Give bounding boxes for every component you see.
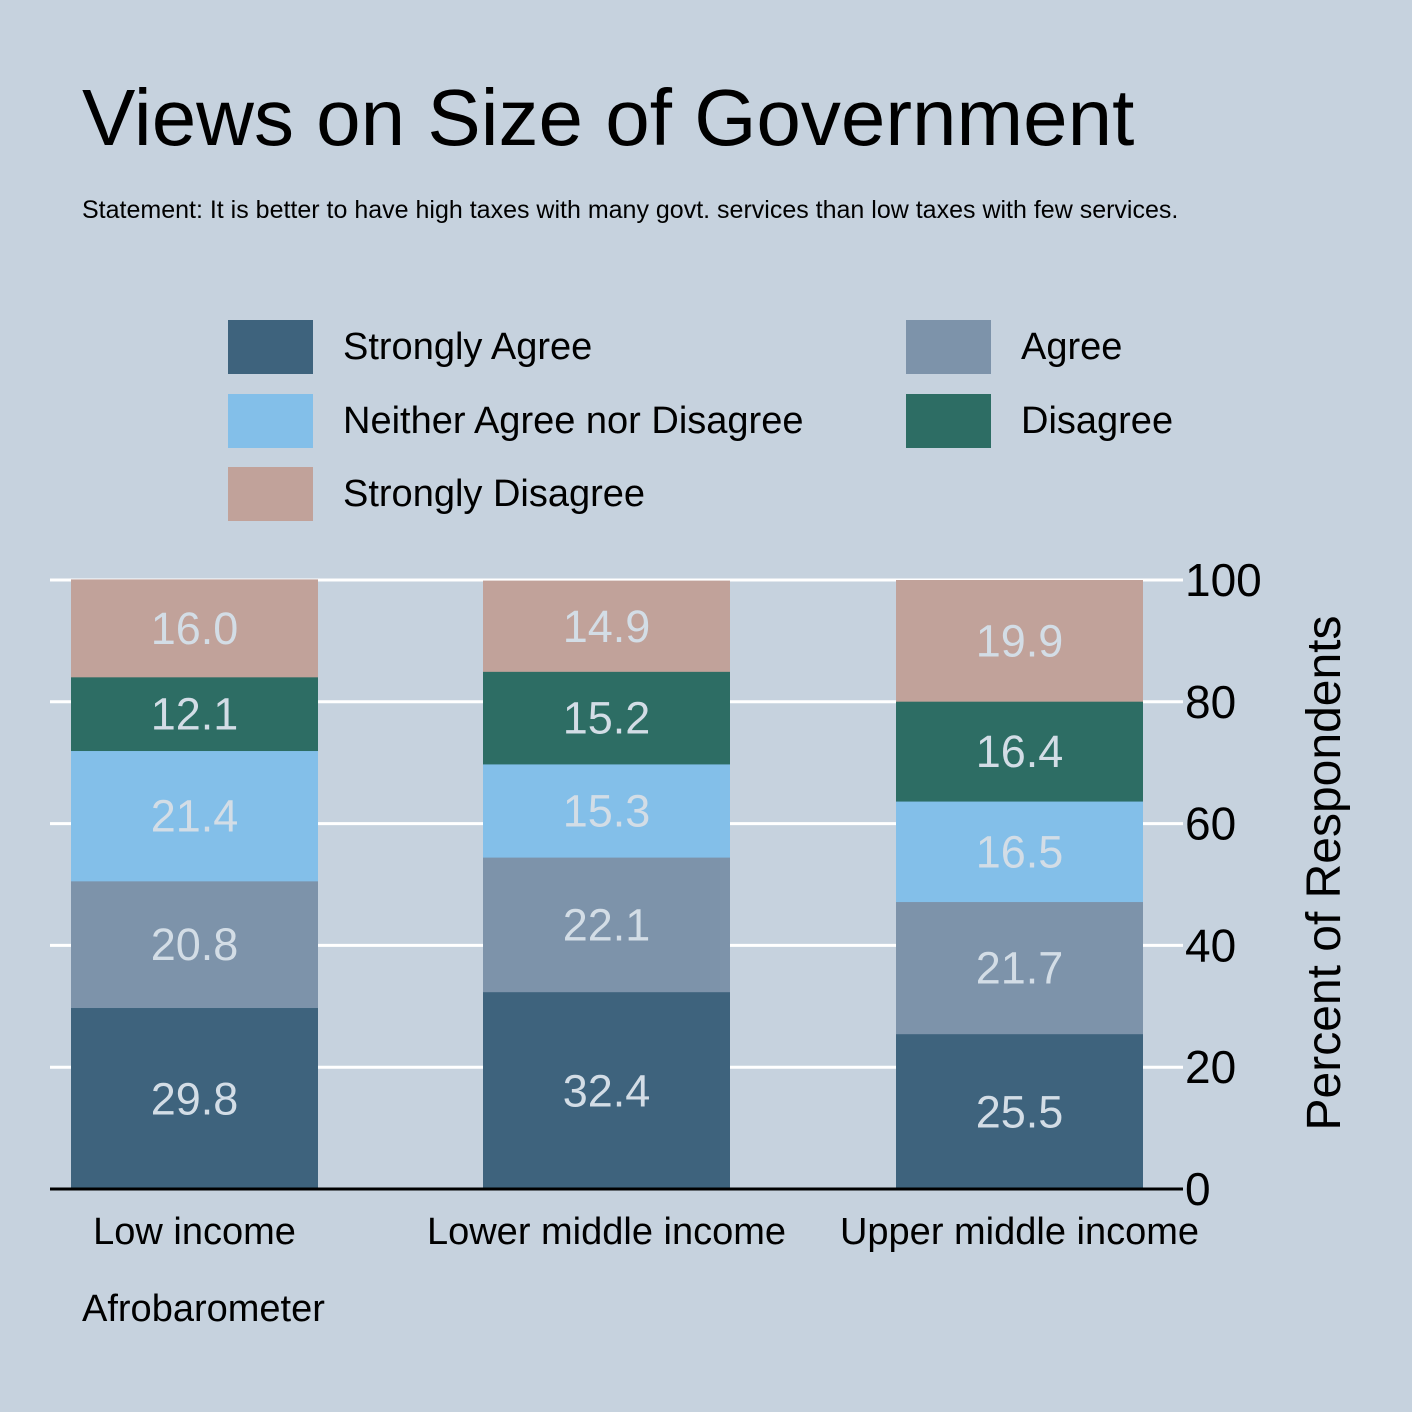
value-label-lower-middle-income-strongly-disagree: 14.9: [563, 601, 651, 652]
x-tick-label-low-income: Low income: [93, 1211, 296, 1253]
x-tick-label-lower-middle-income: Lower middle income: [427, 1211, 786, 1253]
bar-upper-middle-income-strongly-agree: [896, 1033, 1143, 1190]
value-label-upper-middle-income-neither-agree-nor-disagree: 16.5: [976, 826, 1064, 877]
value-label-low-income-agree: 20.8: [151, 919, 239, 970]
bar-low-income-agree: [71, 880, 318, 1009]
source-note: Afrobarometer: [82, 1288, 325, 1330]
bar-upper-middle-income-strongly-disagree: [896, 580, 1143, 702]
bar-low-income-strongly-agree: [71, 1007, 318, 1190]
value-label-upper-middle-income-disagree: 16.4: [976, 726, 1064, 777]
legend-swatch-neither: [228, 394, 313, 448]
y-axis-title: Percent of Respondents: [1298, 616, 1351, 1131]
y-tick-label-20: 20: [1185, 1041, 1236, 1093]
value-label-low-income-neither-agree-nor-disagree: 21.4: [151, 791, 239, 842]
bar-lower-middle-income-neither-agree-nor-disagree: [483, 763, 730, 858]
legend-label-agree: Agree: [1021, 326, 1123, 368]
y-tick-label-40: 40: [1185, 919, 1236, 971]
value-label-upper-middle-income-strongly-agree: 25.5: [976, 1086, 1064, 1137]
y-tick-label-100: 100: [1185, 554, 1262, 606]
y-tick-label-60: 60: [1185, 798, 1236, 850]
value-label-upper-middle-income-agree: 21.7: [976, 943, 1064, 994]
axes: 0 20 40 60 80 100 Low income Lower middle incom…: [50, 554, 1351, 1253]
bars: 29.8 20.8 21.4 12.1 16.0 32.4 22.1 15.3 15.2 14.9…: [71, 579, 1143, 1190]
legend-swatch-strongly-disagree: [228, 467, 313, 521]
value-label-lower-middle-income-disagree: 15.2: [563, 693, 651, 744]
legend-swatch-disagree: [906, 394, 991, 448]
chart-title: Views on Size of Government: [82, 73, 1135, 162]
bar-low-income-strongly-disagree: [71, 579, 318, 678]
bar-low-income-disagree: [71, 676, 318, 752]
chart-subtitle: Statement: It is better to have high tax…: [82, 196, 1179, 224]
value-label-lower-middle-income-neither-agree-nor-disagree: 15.3: [563, 786, 651, 837]
bar-lower-middle-income-disagree: [483, 671, 730, 765]
bar-upper-middle-income-agree: [896, 901, 1143, 1035]
value-label-lower-middle-income-agree: 22.1: [563, 899, 651, 950]
value-label-upper-middle-income-strongly-disagree: 19.9: [976, 616, 1064, 667]
legend-swatch-agree: [906, 320, 991, 374]
value-label-lower-middle-income-strongly-agree: 32.4: [563, 1065, 651, 1116]
legend-swatch-strongly-agree: [228, 320, 313, 374]
value-label-low-income-strongly-disagree: 16.0: [151, 603, 239, 654]
bar-low-income-neither-agree-nor-disagree: [71, 750, 318, 882]
value-label-low-income-strongly-agree: 29.8: [151, 1073, 239, 1124]
legend-label-neither: Neither Agree nor Disagree: [343, 400, 804, 442]
legend-label-strongly-agree: Strongly Agree: [343, 326, 593, 368]
legend-label-disagree: Disagree: [1021, 400, 1174, 442]
y-tick-label-80: 80: [1185, 676, 1236, 728]
bar-lower-middle-income-strongly-disagree: [483, 580, 730, 672]
y-tick-label-0: 0: [1185, 1163, 1211, 1215]
bar-lower-middle-income-agree: [483, 857, 730, 993]
x-tick-label-upper-middle-income: Upper middle income: [840, 1211, 1199, 1253]
bar-lower-middle-income-strongly-agree: [483, 991, 730, 1190]
legend-label-strongly-disagree: Strongly Disagree: [343, 473, 646, 515]
bar-upper-middle-income-neither-agree-nor-disagree: [896, 801, 1143, 903]
bar-upper-middle-income-disagree: [896, 701, 1143, 802]
value-label-low-income-disagree: 12.1: [151, 689, 239, 740]
